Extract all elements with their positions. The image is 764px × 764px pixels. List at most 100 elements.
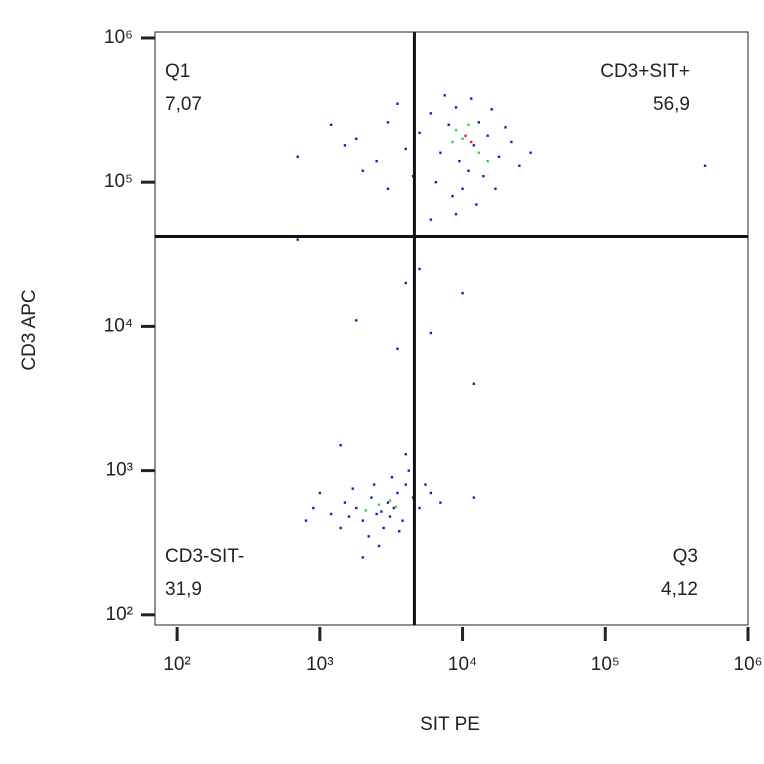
- event-dot: [355, 506, 358, 510]
- event-dot: [364, 509, 368, 512]
- event-dot: [418, 506, 421, 510]
- event-dot: [372, 483, 376, 486]
- event-dot: [343, 144, 347, 147]
- event-dot: [401, 519, 404, 522]
- y-tick-label: 10³: [106, 460, 133, 481]
- event-dot: [404, 281, 407, 285]
- plot-area: [154, 31, 749, 626]
- x-tick-label: 10⁵: [591, 654, 620, 675]
- event-dot: [447, 123, 450, 126]
- event-dot: [304, 519, 308, 522]
- event-dot: [367, 535, 370, 538]
- event-dot: [472, 382, 476, 385]
- event-dot: [355, 319, 358, 322]
- event-dot: [472, 496, 476, 499]
- event-dot: [380, 510, 383, 513]
- event-dot: [477, 121, 481, 124]
- event-dot: [454, 212, 458, 216]
- event-dot: [429, 218, 433, 221]
- event-dot: [386, 121, 390, 124]
- event-dot: [510, 140, 513, 144]
- event-dot: [392, 506, 396, 510]
- y-tick-label: 10⁶: [104, 27, 133, 48]
- y-tick-label: 10⁵: [104, 171, 133, 192]
- quadrant-percent: 31,9: [165, 579, 202, 600]
- event-dot: [464, 134, 467, 137]
- quadrant-name: Q3: [673, 546, 698, 567]
- event-dot: [375, 159, 378, 163]
- event-dot: [361, 519, 364, 522]
- event-dot: [361, 556, 364, 559]
- event-dot: [396, 347, 399, 350]
- event-dot: [329, 512, 333, 516]
- event-dot: [429, 112, 433, 115]
- event-dot: [467, 123, 470, 126]
- event-dot: [386, 187, 390, 190]
- event-dot: [312, 506, 315, 510]
- quadrant-name: Q1: [165, 61, 190, 82]
- x-tick-label: 10⁴: [448, 654, 477, 675]
- event-dot: [486, 134, 489, 137]
- event-dot: [439, 151, 442, 154]
- event-dot: [490, 108, 493, 111]
- event-dot: [388, 499, 392, 502]
- event-dot: [339, 444, 342, 447]
- event-dot: [429, 331, 433, 335]
- event-dot: [382, 526, 385, 530]
- event-dot: [703, 164, 707, 167]
- event-dot: [470, 140, 473, 144]
- event-dot: [404, 452, 407, 456]
- event-dot: [398, 530, 401, 533]
- event-dot: [343, 501, 347, 504]
- event-dot: [518, 164, 521, 167]
- event-dot: [470, 97, 473, 100]
- event-dot: [475, 203, 478, 206]
- event-dot: [454, 106, 458, 109]
- event-dot: [461, 291, 464, 295]
- event-dot: [461, 137, 464, 140]
- event-dot: [347, 515, 351, 518]
- event-dot: [451, 140, 454, 144]
- event-dot: [296, 155, 299, 158]
- event-dot: [424, 483, 427, 486]
- event-dot: [370, 496, 373, 499]
- event-dot: [418, 131, 421, 135]
- event-dot: [407, 469, 410, 472]
- quadrant-name: CD3-SIT-: [165, 546, 244, 567]
- event-dot: [390, 476, 394, 479]
- event-dot: [396, 491, 399, 495]
- event-dot: [429, 491, 433, 495]
- event-dot: [472, 144, 476, 147]
- quadrant-percent: 7,07: [165, 94, 202, 115]
- x-tick-label: 10²: [163, 654, 190, 675]
- y-axis-title: CD3 APC: [19, 289, 40, 370]
- event-dot: [454, 128, 458, 132]
- event-dot: [477, 151, 481, 154]
- event-dot: [486, 159, 489, 163]
- quadrant-percent: 56,9: [653, 94, 690, 115]
- event-dot: [388, 515, 392, 518]
- event-dot: [377, 503, 381, 506]
- event-dot: [351, 487, 354, 490]
- event-dot: [461, 187, 464, 190]
- quadrant-name: CD3+SIT+: [600, 61, 690, 82]
- event-dot: [467, 169, 470, 172]
- event-dot: [439, 501, 442, 504]
- event-dot: [386, 501, 390, 504]
- event-dot: [494, 187, 497, 190]
- quadrant-percent: 4,12: [661, 579, 698, 600]
- x-tick-label: 10⁶: [734, 654, 763, 675]
- event-dot: [482, 175, 485, 178]
- event-dot: [339, 526, 342, 530]
- event-dot: [404, 483, 407, 486]
- event-dot: [404, 147, 407, 151]
- event-dot: [329, 123, 333, 126]
- event-dot: [451, 194, 454, 198]
- event-dot: [355, 137, 358, 140]
- event-dot: [497, 155, 501, 158]
- x-tick-label: 10³: [306, 654, 333, 675]
- event-dot: [318, 491, 322, 495]
- event-dot: [361, 169, 364, 172]
